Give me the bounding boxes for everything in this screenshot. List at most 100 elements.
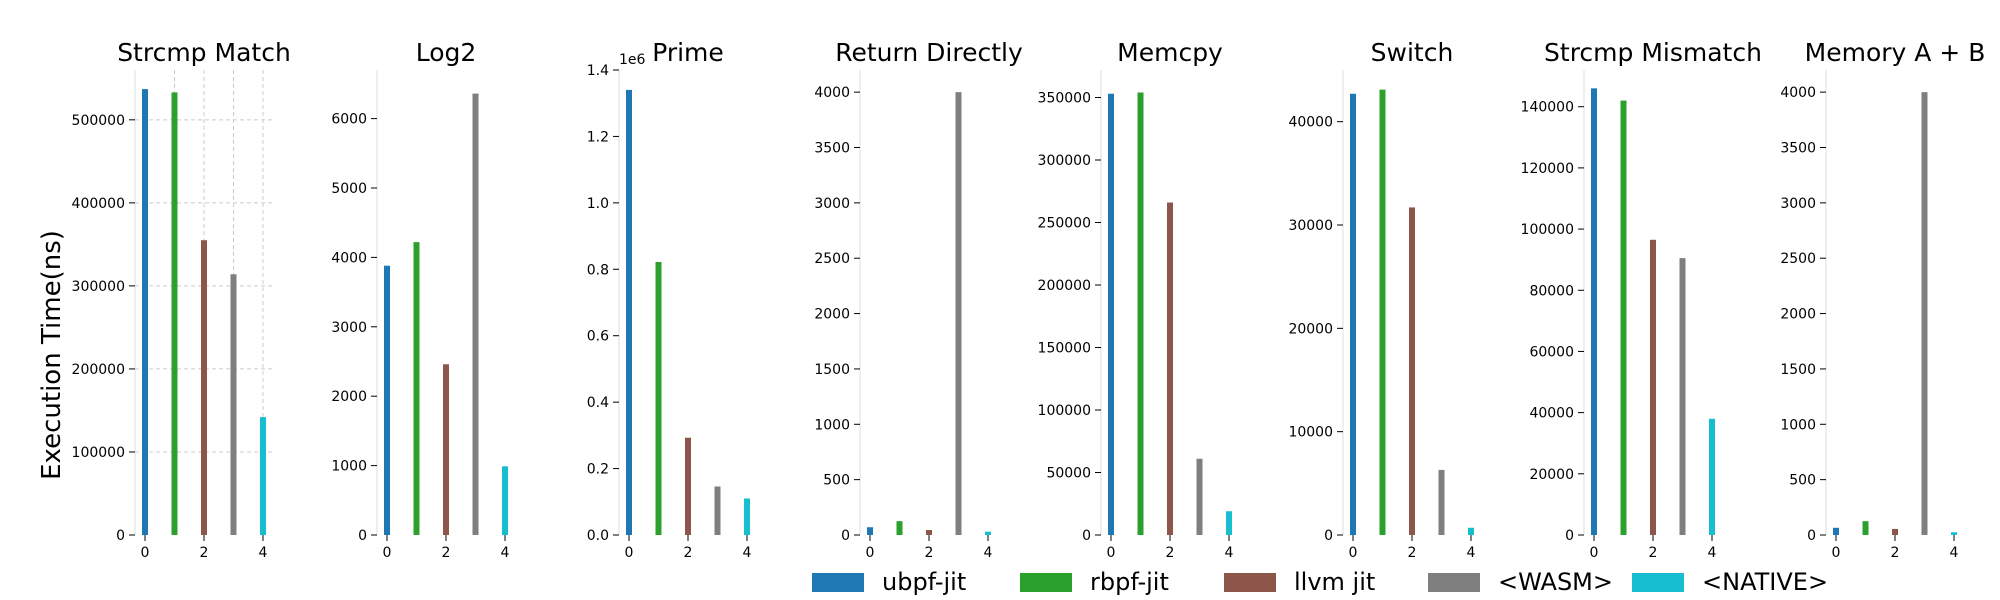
bar-native: [1951, 532, 1957, 535]
y-tick-label: 10000: [1288, 425, 1333, 441]
legend: ubpf-jit rbpf-jit llvm jit <WASM> <NATIVE>: [812, 568, 1828, 596]
panel-5: 0 10000 20000 30000 40000 0 2 4 Switch: [1288, 38, 1475, 561]
panel-title: Log2: [416, 38, 477, 67]
y-tick-label: 120000: [1521, 161, 1574, 177]
y-tick-label: 3500: [814, 141, 850, 157]
x-tick-label: 2: [925, 545, 934, 561]
bar-rbpf-jit: [171, 92, 178, 535]
bar-native: [1468, 527, 1474, 535]
x-tick-label: 4: [1467, 545, 1476, 561]
y-tick-label: 80000: [1529, 283, 1574, 299]
bar-wasm: [1679, 258, 1686, 535]
y-axis-label: Execution Time(ns): [37, 230, 67, 480]
bar-wasm: [230, 274, 237, 535]
y-tick-label: 1000: [1780, 417, 1816, 433]
y-tick-label: 50000: [1046, 466, 1091, 482]
panel-title: Strcmp Mismatch: [1544, 38, 1762, 67]
y-tick-label: 2000: [1780, 307, 1816, 323]
panel-2: 0.0 0.2 0.4 0.6 0.8 1.0 1.2 1.4 0 2 4 1e6 Prime: [587, 38, 752, 561]
x-tick-label: 0: [141, 545, 150, 561]
x-tick-label: 2: [1408, 545, 1417, 561]
y-tick-label: 0.8: [587, 262, 609, 278]
bar-ubpf-jit: [142, 89, 148, 536]
x-tick-label: 4: [1225, 545, 1234, 561]
y-tick-label: 200000: [72, 362, 125, 378]
panel-title: Memcpy: [1117, 38, 1223, 67]
x-tick-label: 0: [866, 545, 875, 561]
x-tick-label: 4: [1708, 545, 1717, 561]
y-tick-label: 3000: [331, 320, 367, 336]
x-tick-label: 2: [442, 545, 451, 561]
y-tick-label: 40000: [1529, 406, 1574, 422]
legend-swatch: [1632, 573, 1684, 592]
y-tick-label: 5000: [331, 181, 367, 197]
bar-wasm: [1438, 469, 1445, 535]
x-tick-label: 4: [501, 545, 510, 561]
y-tick-label: 4000: [331, 250, 367, 266]
y-tick-label: 1000: [331, 459, 367, 475]
y-tick-label: 1.4: [587, 63, 609, 79]
legend-swatch: [812, 573, 864, 592]
panel-7: 0 500 1000 1500 2000 2500 3000 3500 4000 0 2 4 Memor…: [1780, 38, 1985, 561]
y-tick-label: 100000: [72, 445, 125, 461]
bar-ubpf-jit: [384, 265, 390, 535]
bar-native: [985, 531, 991, 535]
panel-title: Switch: [1371, 38, 1454, 67]
y-tick-label: 0: [1807, 528, 1816, 544]
x-tick-label: 0: [1832, 545, 1841, 561]
y-tick-label: 200000: [1038, 278, 1091, 294]
legend-label: <WASM>: [1498, 568, 1613, 596]
y-tick-label: 2500: [1780, 251, 1816, 267]
y-tick-label: 350000: [1038, 91, 1091, 107]
x-tick-label: 0: [1590, 545, 1599, 561]
y-tick-label: 3500: [1780, 141, 1816, 157]
y-tick-label: 0: [1565, 528, 1574, 544]
y-tick-label: 0: [1324, 528, 1333, 544]
legend-item: llvm jit: [1224, 568, 1375, 596]
legend-item: rbpf-jit: [1020, 568, 1169, 596]
bar-rbpf-jit: [1862, 521, 1869, 535]
bar-ubpf-jit: [626, 89, 632, 535]
y-tick-label: 40000: [1288, 115, 1333, 131]
bar-wasm: [1921, 92, 1928, 536]
bar-native: [502, 466, 508, 535]
y-tick-label: 150000: [1038, 341, 1091, 357]
bar-ubpf-jit: [867, 527, 873, 535]
bar-ubpf-jit: [1833, 527, 1839, 535]
bar-llvm-jit: [1409, 207, 1415, 535]
bar-native: [1709, 418, 1715, 535]
bar-llvm-jit: [443, 364, 449, 535]
panel-3: 0 500 1000 1500 2000 2500 3000 3500 4000 0 2 4 Retur…: [814, 38, 1023, 561]
y-tick-label: 2500: [814, 251, 850, 267]
legend-label: <NATIVE>: [1702, 568, 1828, 596]
bar-llvm-jit: [685, 437, 691, 535]
axis-offset-label: 1e6: [619, 52, 646, 68]
y-tick-label: 1500: [814, 362, 850, 378]
bar-wasm: [714, 486, 721, 535]
bar-native: [260, 417, 266, 535]
x-tick-label: 4: [743, 545, 752, 561]
y-tick-label: 0: [1082, 528, 1091, 544]
bar-rbpf-jit: [1620, 100, 1627, 535]
y-tick-label: 4000: [1780, 85, 1816, 101]
legend-label: llvm jit: [1294, 568, 1375, 596]
legend-swatch: [1428, 573, 1480, 592]
bar-wasm: [1196, 458, 1203, 535]
y-tick-label: 140000: [1521, 100, 1574, 116]
bar-llvm-jit: [926, 530, 932, 535]
panel-title: Prime: [652, 38, 724, 67]
x-tick-label: 4: [1950, 545, 1959, 561]
y-tick-label: 300000: [1038, 153, 1091, 169]
y-tick-label: 0.2: [587, 462, 609, 478]
y-tick-label: 0.6: [587, 329, 609, 345]
y-tick-label: 1500: [1780, 362, 1816, 378]
y-tick-label: 60000: [1529, 344, 1574, 360]
y-tick-label: 4000: [814, 85, 850, 101]
x-tick-label: 2: [1649, 545, 1658, 561]
x-tick-label: 2: [1891, 545, 1900, 561]
y-tick-label: 0: [116, 528, 125, 544]
y-tick-label: 0: [841, 528, 850, 544]
bar-rbpf-jit: [1137, 92, 1144, 535]
